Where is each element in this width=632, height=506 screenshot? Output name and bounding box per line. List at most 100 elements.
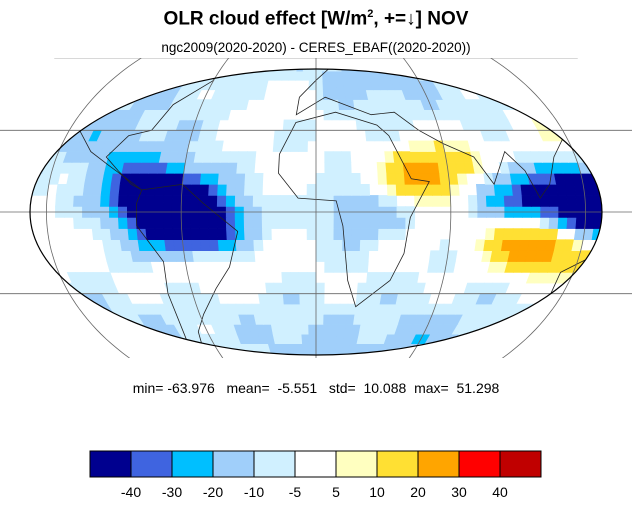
field-cell <box>366 272 377 284</box>
field-cell <box>11 262 24 273</box>
field-cell <box>226 184 237 196</box>
field-cell <box>30 119 37 131</box>
field-cell <box>460 352 479 355</box>
field-cell <box>626 110 632 120</box>
field-cell <box>324 184 335 196</box>
field-cell <box>472 333 489 345</box>
field-cell <box>315 99 325 110</box>
field-cell <box>63 69 88 72</box>
field-cell <box>562 58 588 62</box>
field-cell <box>615 100 632 110</box>
field-cell <box>0 324 8 334</box>
field-cell <box>171 195 182 207</box>
field-cell <box>134 69 154 72</box>
field-cell <box>69 352 94 355</box>
field-cell <box>581 69 602 72</box>
field-cell <box>0 152 7 163</box>
field-cell <box>350 173 361 185</box>
field-cell <box>155 239 167 251</box>
field-cell <box>567 80 590 91</box>
field-cell <box>494 89 511 100</box>
field-cell <box>351 184 362 196</box>
field-cell <box>38 69 63 72</box>
field-cell <box>506 80 525 91</box>
field-cell <box>482 343 501 354</box>
field-cell <box>30 352 51 355</box>
field-cell <box>252 195 263 207</box>
field-cell <box>208 239 220 251</box>
field-cell <box>569 99 589 110</box>
field-cell <box>310 58 316 62</box>
field-cell <box>50 333 72 345</box>
field-cell <box>45 69 69 72</box>
field-cell <box>544 69 569 72</box>
field-cell <box>291 303 301 315</box>
field-cell <box>333 228 344 240</box>
field-cell <box>431 343 447 354</box>
field-cell <box>512 195 523 207</box>
field-cell <box>11 229 22 240</box>
field-cell <box>55 343 79 354</box>
field-cell <box>315 228 326 240</box>
field-cell <box>153 217 165 229</box>
field-cell <box>114 333 133 345</box>
meridian-line <box>402 58 452 358</box>
field-cell <box>315 282 325 295</box>
field-cell <box>35 343 60 354</box>
field-cell <box>389 58 401 62</box>
field-cell <box>616 173 628 184</box>
field-cell <box>308 324 317 335</box>
field-cell <box>190 184 201 196</box>
field-cell <box>534 343 556 354</box>
field-cell <box>350 250 361 262</box>
field-cell <box>363 69 375 72</box>
field-cell <box>386 184 397 196</box>
field-cell <box>307 313 317 325</box>
field-cell <box>578 303 597 315</box>
field-cell <box>395 184 406 196</box>
field-cell <box>59 109 77 121</box>
field-cell <box>158 70 175 81</box>
field-cell <box>190 173 202 185</box>
stat-min-label: min= <box>132 380 164 396</box>
field-cell <box>1 80 23 90</box>
field-cell <box>563 352 587 355</box>
field-cell <box>69 343 92 354</box>
field-cell <box>284 313 294 325</box>
field-cell <box>76 70 98 81</box>
field-cell <box>482 70 501 81</box>
field-cell <box>38 352 63 355</box>
field-cell <box>566 343 590 354</box>
field-cell <box>109 228 121 240</box>
meridian-line <box>180 58 230 358</box>
field-cell <box>601 89 602 100</box>
field-cell <box>565 89 586 100</box>
field-cell <box>289 69 299 72</box>
field-cell <box>4 304 22 314</box>
field-cell <box>30 151 34 163</box>
field-cell <box>60 293 77 305</box>
field-cell <box>217 228 228 240</box>
field-cell <box>333 352 343 355</box>
field-cell <box>547 70 570 81</box>
field-cell <box>302 69 311 72</box>
field-cell <box>520 184 532 196</box>
field-cell <box>573 89 594 100</box>
field-cell <box>199 173 211 185</box>
field-cell <box>45 352 69 355</box>
field-cell <box>431 70 447 81</box>
field-cell <box>35 119 53 131</box>
field-cell <box>42 70 66 81</box>
field-cell <box>501 89 519 100</box>
field-cell <box>349 261 360 273</box>
field-cell <box>499 80 518 91</box>
field-cell <box>529 228 541 240</box>
field-cell <box>324 173 335 185</box>
field-cell <box>331 303 341 315</box>
field-cell <box>458 140 471 152</box>
field-cell <box>430 173 442 185</box>
field-cell <box>333 69 343 72</box>
field-cell <box>0 324 15 334</box>
field-cell <box>581 80 602 91</box>
field-cell <box>466 69 485 72</box>
